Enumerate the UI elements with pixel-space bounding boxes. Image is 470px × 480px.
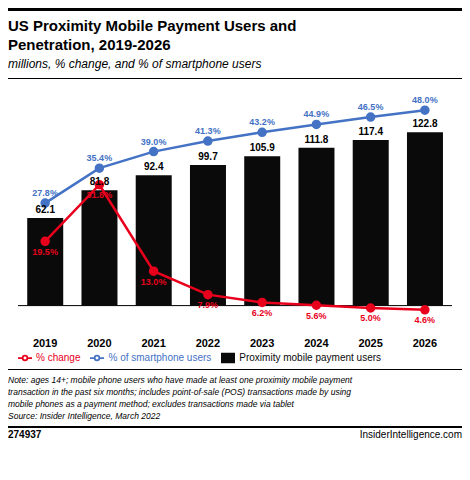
html-text:Penetration, 2019-2026: Penetration, 2019-2026 xyxy=(8,36,171,53)
svg-text:105.9: 105.9 xyxy=(250,142,275,153)
svg-text:122.8: 122.8 xyxy=(412,118,437,129)
svg-text:117.4: 117.4 xyxy=(358,126,383,137)
svg-text:2024: 2024 xyxy=(304,337,329,349)
html-text:% of smartphone users: % of smartphone users xyxy=(108,351,212,363)
svg-text:41.3%: 41.3% xyxy=(195,126,221,136)
svg-text:44.9%: 44.9% xyxy=(304,109,330,119)
svg-text:48.0%: 48.0% xyxy=(412,95,438,105)
svg-text:31.8%: 31.8% xyxy=(87,190,113,200)
svg-text:2023: 2023 xyxy=(250,337,274,349)
svg-text:2019: 2019 xyxy=(33,337,57,349)
svg-text:46.5%: 46.5% xyxy=(358,102,384,112)
html-text:274937: 274937 xyxy=(8,429,42,440)
svg-text:39.0%: 39.0% xyxy=(141,137,167,147)
html-text:InsiderIntelligence.com: InsiderIntelligence.com xyxy=(359,429,462,440)
svg-text:4.6%: 4.6% xyxy=(415,315,436,325)
svg-text:2021: 2021 xyxy=(141,337,165,349)
svg-text:81.8: 81.8 xyxy=(90,176,110,187)
svg-text:27.8%: 27.8% xyxy=(32,188,58,198)
svg-text:2026: 2026 xyxy=(413,337,437,349)
html-text:Note: ages 14+; mobile phone u: Note: ages 14+; mobile phone users who h… xyxy=(8,375,353,421)
svg-text:92.4: 92.4 xyxy=(144,161,164,172)
svg-text:19.5%: 19.5% xyxy=(32,247,58,257)
svg-text:6.2%: 6.2% xyxy=(252,308,273,318)
html-text:millions, % change, and % of s: millions, % change, and % of smartphone … xyxy=(8,57,262,71)
svg-text:7.9%: 7.9% xyxy=(198,300,219,310)
svg-text:62.1: 62.1 xyxy=(35,204,55,215)
html-text:% change: % change xyxy=(36,351,81,363)
svg-text:111.8: 111.8 xyxy=(305,134,329,145)
svg-text:35.4%: 35.4% xyxy=(87,153,113,163)
svg-text:43.2%: 43.2% xyxy=(249,117,275,127)
svg-text:2020: 2020 xyxy=(87,337,111,349)
svg-text:99.7: 99.7 xyxy=(198,151,218,162)
svg-text:2025: 2025 xyxy=(358,337,382,349)
html-text:US Proximity Mobile Payment Us: US Proximity Mobile Payment Users and xyxy=(8,17,297,34)
svg-text:13.0%: 13.0% xyxy=(141,277,167,287)
html-text:Proximity mobile payment users: Proximity mobile payment users xyxy=(239,351,381,363)
svg-text:5.6%: 5.6% xyxy=(306,311,327,321)
svg-text:2022: 2022 xyxy=(196,337,220,349)
svg-text:5.0%: 5.0% xyxy=(360,313,381,323)
